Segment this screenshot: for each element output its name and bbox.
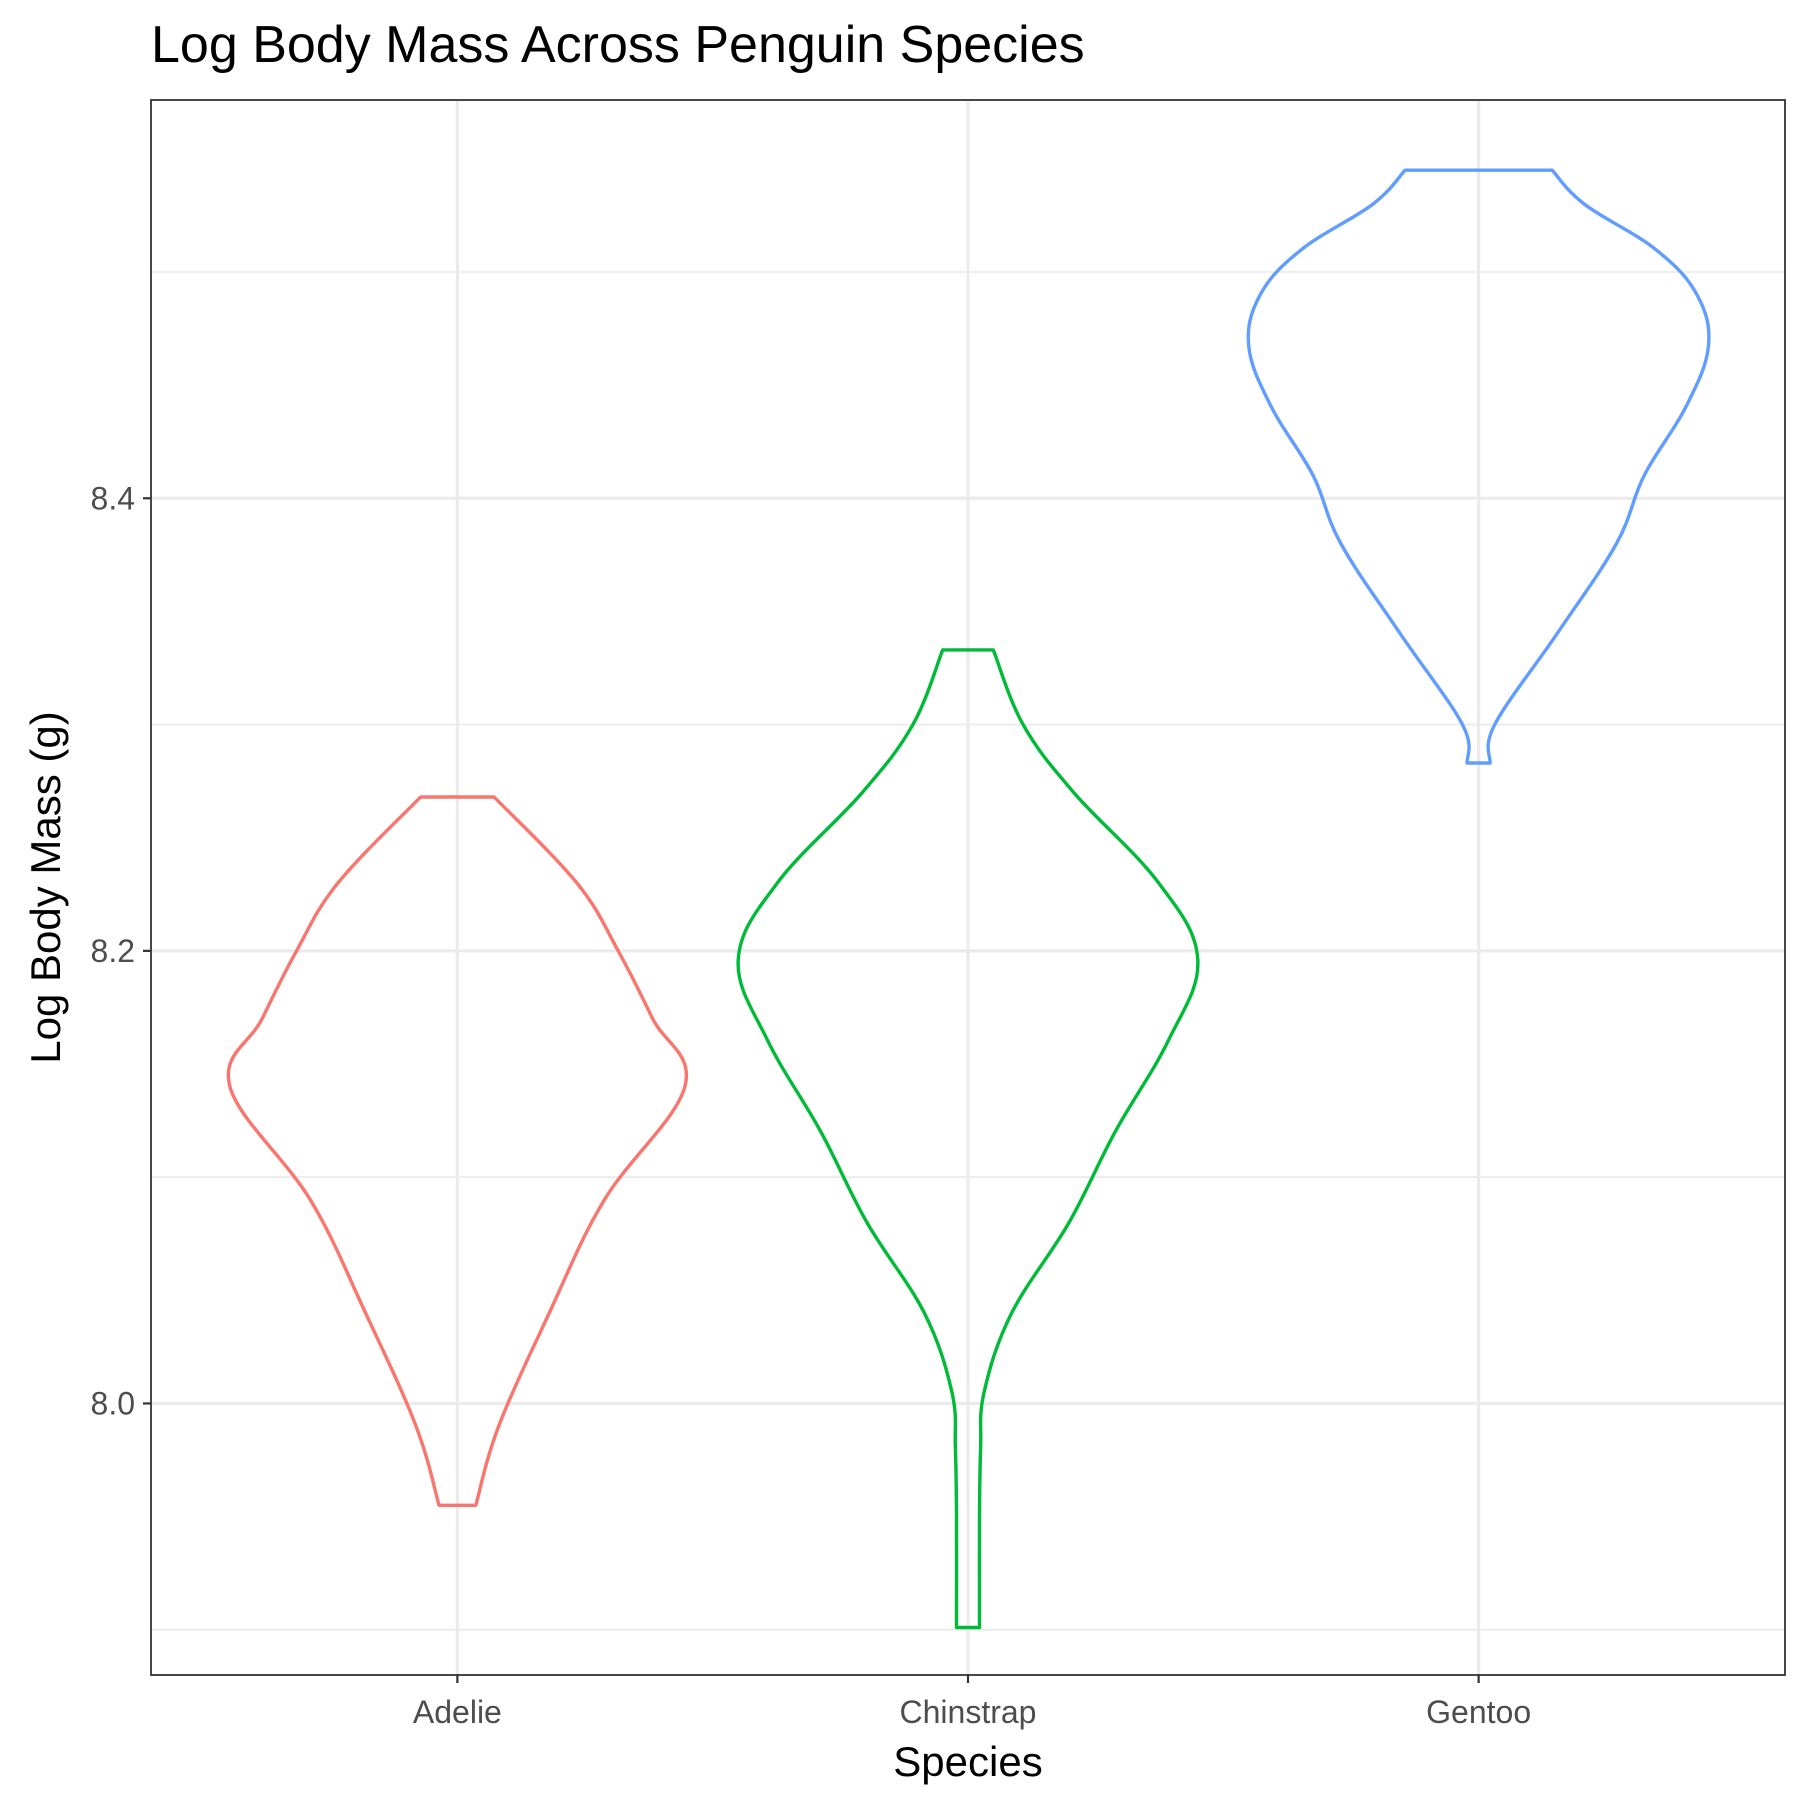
- x-tick-label-chinstrap: Chinstrap: [900, 1694, 1037, 1730]
- y-tick-label: 8.4: [91, 480, 135, 516]
- violin-gentoo: [1246, 168, 1711, 765]
- grid-lines: [151, 100, 1785, 1675]
- axes: 8.0 8.2 8.4 Adelie Chinstrap Gentoo: [91, 480, 1532, 1730]
- violin-adelie: [226, 795, 689, 1507]
- violin-plots: [226, 168, 1711, 1630]
- violin-chinstrap: [736, 648, 1200, 1630]
- y-axis-title: Log Body Mass (g): [22, 711, 69, 1064]
- y-tick-label: 8.2: [91, 933, 135, 969]
- y-tick-label: 8.0: [91, 1385, 135, 1421]
- x-axis-title: Species: [893, 1738, 1042, 1785]
- x-tick-label-gentoo: Gentoo: [1426, 1694, 1531, 1730]
- chart-title: Log Body Mass Across Penguin Species: [151, 16, 1085, 74]
- x-tick-label-adelie: Adelie: [413, 1694, 502, 1730]
